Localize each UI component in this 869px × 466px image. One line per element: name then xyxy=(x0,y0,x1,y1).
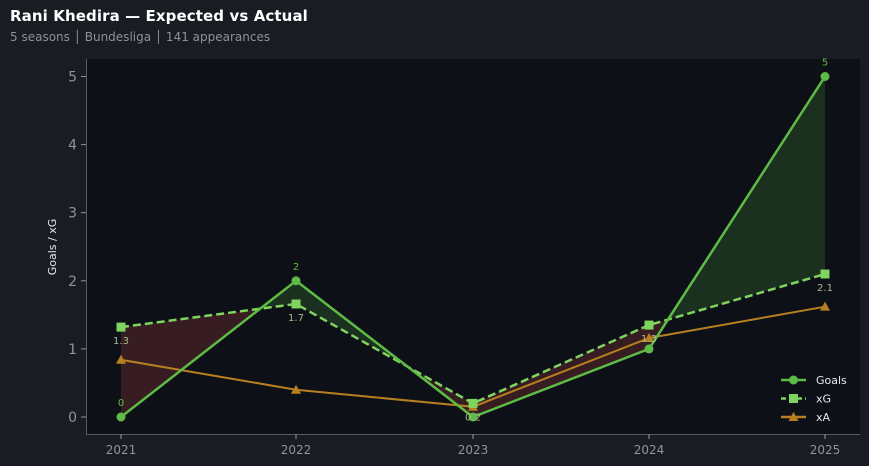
y-tick-label: 1 xyxy=(68,342,77,358)
xg-point xyxy=(291,299,301,309)
xg-point xyxy=(644,320,654,330)
legend-label: xA xyxy=(816,411,831,424)
x-tick-label: 2023 xyxy=(458,443,489,457)
goals-point xyxy=(468,412,478,422)
y-tick-label: 2 xyxy=(68,274,77,290)
xa-point xyxy=(116,354,126,364)
goals-point xyxy=(644,344,654,354)
xg-data-label: 2.1 xyxy=(817,283,833,294)
y-tick-label: 0 xyxy=(68,410,77,426)
legend-marker xyxy=(788,412,799,421)
xg-data-label: 1.3 xyxy=(641,334,657,345)
xg-data-label: 0.2 xyxy=(465,412,481,423)
xa-point xyxy=(820,301,830,311)
x-tick-label: 2024 xyxy=(634,443,665,457)
legend-marker xyxy=(789,394,798,403)
y-tick-label: 3 xyxy=(68,206,77,222)
xg-data-label: 1.7 xyxy=(288,313,304,324)
chart-title: Rani Khedira — Expected vs Actual xyxy=(10,7,308,25)
xa-point xyxy=(644,333,654,343)
xg-point xyxy=(820,269,830,279)
y-tick-label: 5 xyxy=(68,70,77,86)
xa-point xyxy=(291,384,301,394)
x-tick-label: 2021 xyxy=(106,443,137,457)
xg-data-label: 1.3 xyxy=(113,336,129,347)
x-tick-label: 2025 xyxy=(810,443,841,457)
legend-label: xG xyxy=(816,393,831,406)
xg-point xyxy=(116,322,126,332)
legend-label: Goals xyxy=(816,374,847,387)
y-axis-label: Goals / xG xyxy=(46,219,59,276)
chart-subtitle: 5 seasons │ Bundesliga │ 141 appearances xyxy=(10,30,271,44)
legend: Goals xG xA xyxy=(781,374,847,424)
goals-point xyxy=(116,412,126,422)
legend-marker xyxy=(789,375,798,385)
goals-point xyxy=(820,72,830,81)
goals-point xyxy=(291,276,301,286)
underperformance-fill xyxy=(473,325,649,417)
x-tick-label: 2022 xyxy=(281,443,312,457)
y-tick-label: 4 xyxy=(68,138,77,154)
goals-data-label: 2 xyxy=(293,262,299,273)
goals-data-label: 0 xyxy=(118,398,124,409)
goals-data-label: 5 xyxy=(822,58,828,69)
xg-point xyxy=(468,398,478,408)
